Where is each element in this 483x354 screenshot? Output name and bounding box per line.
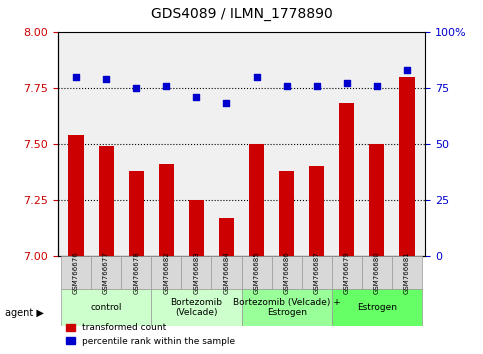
Bar — [309, 166, 324, 256]
Bar — [369, 144, 384, 256]
Bar — [339, 103, 355, 256]
Text: Bortezomib
(Velcade): Bortezomib (Velcade) — [170, 298, 222, 317]
Bar — [99, 146, 114, 256]
Point — [283, 83, 290, 88]
Point — [193, 94, 200, 99]
Point — [223, 101, 230, 106]
Text: GSM766685: GSM766685 — [254, 251, 259, 294]
Bar — [219, 218, 234, 256]
FancyBboxPatch shape — [91, 256, 121, 289]
Text: GSM766682: GSM766682 — [163, 251, 169, 294]
FancyBboxPatch shape — [271, 256, 302, 289]
Text: Estrogen: Estrogen — [357, 303, 397, 312]
Point — [313, 83, 321, 88]
Text: control: control — [90, 303, 122, 312]
Text: GSM766680: GSM766680 — [374, 251, 380, 294]
FancyBboxPatch shape — [302, 256, 332, 289]
Point — [403, 67, 411, 73]
FancyBboxPatch shape — [61, 256, 91, 289]
Bar — [279, 171, 294, 256]
FancyBboxPatch shape — [242, 289, 332, 326]
Text: GSM766679: GSM766679 — [344, 251, 350, 294]
Text: GSM766683: GSM766683 — [193, 251, 199, 294]
FancyBboxPatch shape — [332, 256, 362, 289]
Point — [72, 74, 80, 79]
Point — [102, 76, 110, 82]
Text: agent ▶: agent ▶ — [5, 308, 43, 318]
Legend: transformed count, percentile rank within the sample: transformed count, percentile rank withi… — [62, 320, 239, 349]
Text: GSM766684: GSM766684 — [224, 251, 229, 294]
FancyBboxPatch shape — [121, 256, 151, 289]
FancyBboxPatch shape — [181, 256, 212, 289]
Text: GSM766686: GSM766686 — [284, 251, 290, 294]
Text: GSM766678: GSM766678 — [133, 251, 139, 294]
FancyBboxPatch shape — [332, 289, 422, 326]
Point — [343, 80, 351, 86]
Bar — [159, 164, 174, 256]
Text: GDS4089 / ILMN_1778890: GDS4089 / ILMN_1778890 — [151, 7, 332, 21]
Point — [132, 85, 140, 91]
Text: Bortezomib (Velcade) +
Estrogen: Bortezomib (Velcade) + Estrogen — [233, 298, 341, 317]
FancyBboxPatch shape — [242, 256, 271, 289]
FancyBboxPatch shape — [151, 256, 181, 289]
Bar — [399, 76, 414, 256]
Text: GSM766681: GSM766681 — [404, 251, 410, 294]
Bar — [249, 144, 264, 256]
Point — [253, 74, 260, 79]
Bar — [189, 200, 204, 256]
Point — [373, 83, 381, 88]
FancyBboxPatch shape — [392, 256, 422, 289]
Bar — [69, 135, 84, 256]
FancyBboxPatch shape — [212, 256, 242, 289]
Text: GSM766687: GSM766687 — [314, 251, 320, 294]
Text: GSM766676: GSM766676 — [73, 251, 79, 294]
Bar — [128, 171, 144, 256]
Point — [162, 83, 170, 88]
FancyBboxPatch shape — [61, 289, 151, 326]
Text: GSM766677: GSM766677 — [103, 251, 109, 294]
FancyBboxPatch shape — [151, 289, 242, 326]
FancyBboxPatch shape — [362, 256, 392, 289]
